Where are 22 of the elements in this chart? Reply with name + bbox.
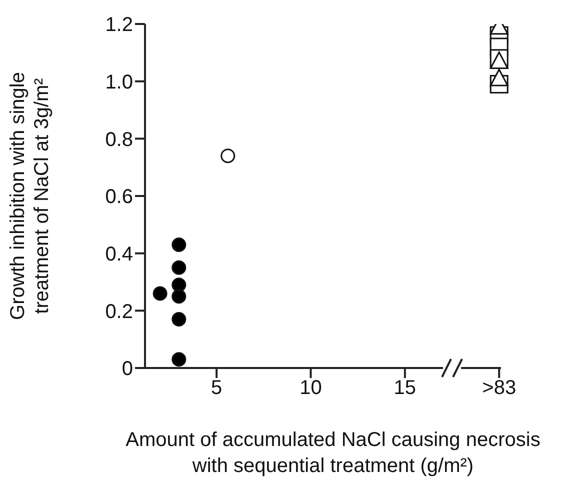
y-tick-label: 0.2 bbox=[105, 300, 133, 323]
y-tick-label: 1.0 bbox=[105, 71, 133, 94]
x-tick-label: >83 bbox=[482, 377, 516, 400]
y-tick-label: 0.6 bbox=[105, 186, 133, 208]
y-axis-title: Growth inhibition with single treatment of NaCl at 3g/m² bbox=[7, 72, 53, 320]
x-axis-title: Amount of accumulated NaCl causing necrosis with sequential treatment (g/m²) bbox=[126, 429, 540, 477]
point bbox=[172, 289, 186, 304]
x-tick-label: 5 bbox=[211, 377, 222, 400]
y-tick-label: 0 bbox=[122, 358, 133, 380]
point bbox=[172, 278, 186, 292]
point bbox=[220, 148, 236, 164]
y-tick-label: 0.4 bbox=[105, 243, 133, 266]
x-tick-label: 10 bbox=[300, 377, 322, 400]
point bbox=[172, 312, 186, 327]
y-tick-label: 0.8 bbox=[105, 128, 133, 151]
y-tick-label: 1.2 bbox=[105, 14, 133, 36]
point bbox=[172, 237, 186, 252]
x-tick-label: 15 bbox=[394, 377, 416, 400]
point bbox=[490, 68, 508, 86]
point bbox=[172, 260, 186, 275]
point bbox=[172, 352, 186, 367]
point bbox=[152, 286, 168, 301]
